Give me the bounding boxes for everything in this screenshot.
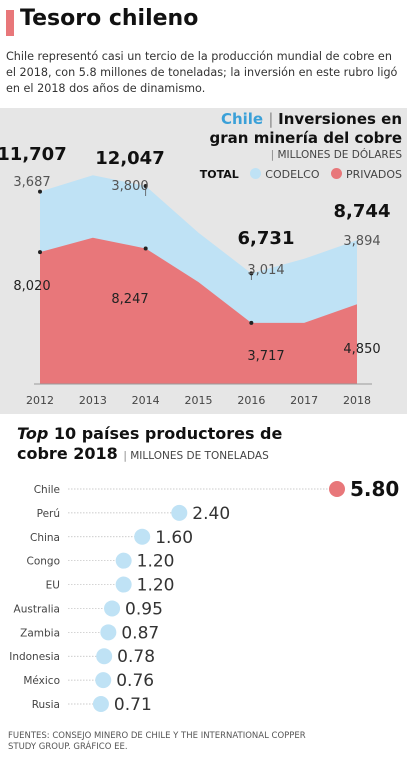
source-note: FUENTES: CONSEJO MINERO DE CHILE Y THE I… (8, 731, 306, 752)
area-chart-title-line1: Chile | Inversiones en (202, 110, 402, 128)
country-value-dot (100, 624, 117, 641)
country-value-dot (96, 648, 113, 665)
dot-chart-title-line1: Top 10 países productores de (17, 424, 282, 443)
unit-separator: | (123, 450, 131, 462)
legend-codelco-swatch (250, 168, 262, 179)
country-value-label: 0.78 (117, 647, 155, 667)
privados-value-label: 3,717 (247, 349, 284, 364)
country-label: China (30, 532, 60, 544)
dot-chart-title-line2: cobre 2018 | MILLONES DE TONELADAS (17, 444, 269, 463)
country-value-dot (115, 552, 132, 569)
dot-chart-unit-text: MILLONES DE TONELADAS (130, 450, 269, 462)
unit-separator: | (270, 149, 278, 161)
area-chart-title-line2: gran minería del cobre (209, 129, 402, 147)
x-tick-label: 2016 (237, 394, 265, 407)
title-separator: | (268, 110, 279, 128)
total-point-marker (143, 184, 148, 188)
x-tick-label: 2014 (132, 394, 160, 407)
country-value-dot (92, 696, 109, 712)
dot-chart-title-italic: Top (17, 424, 49, 443)
dot-chart-title-year: cobre 2018 (17, 444, 118, 463)
legend-codelco: CODELCO (265, 168, 320, 181)
x-tick-label: 2015 (185, 394, 213, 407)
country-label: Australia (14, 603, 60, 615)
country-value-dot (134, 528, 151, 545)
country-label: Indonesia (9, 651, 60, 663)
country-value-dot (95, 672, 112, 689)
country-label: Zambia (20, 627, 60, 639)
country-value-label: 0.95 (125, 599, 163, 619)
country-value-label: 5.80 (350, 477, 399, 501)
country-value-dot (104, 600, 121, 617)
privados-area (40, 237, 357, 384)
area-chart-legend: TOTAL CODELCO PRIVADOS (150, 168, 402, 181)
country-value-label: 0.71 (114, 695, 152, 715)
country-value-label: 1.20 (137, 576, 175, 596)
country-label: EU (46, 580, 60, 592)
privados-point-marker (38, 250, 42, 255)
country-label: Congo (27, 556, 61, 568)
total-point-marker (249, 271, 254, 276)
privados-value-label: 8,020 (13, 279, 50, 294)
area-chart-title-highlight: Chile (220, 110, 264, 128)
country-value-label: 0.76 (116, 671, 154, 691)
x-tick-label: 2017 (290, 394, 318, 407)
privados-value-label: 4,850 (343, 342, 380, 357)
total-value-label: 11,707 (0, 144, 67, 165)
page-subtitle: Chile representó casi un tercio de la pr… (6, 50, 398, 95)
country-value-label: 1.60 (155, 528, 193, 548)
total-value-label: 6,731 (238, 228, 295, 249)
country-label: Rusia (32, 699, 60, 711)
dot-chart-title-rest: 10 países productores de (48, 424, 283, 443)
x-tick-label: 2018 (343, 394, 371, 407)
privados-point-marker (249, 320, 254, 325)
legend-total: TOTAL (199, 168, 239, 181)
country-value-label: 2.40 (192, 504, 230, 524)
total-value-label: 8,744 (334, 201, 391, 222)
codelco-value-label: 3,687 (13, 175, 50, 190)
title-accent-bar (6, 10, 14, 36)
dot-chart-unit: | MILLONES DE TONELADAS (123, 450, 268, 462)
legend-privados: PRIVADOS (346, 168, 402, 181)
country-value-dot (171, 504, 188, 521)
x-tick-label: 2013 (79, 394, 107, 407)
codelco-value-label: 3,894 (343, 234, 380, 249)
codelco-value-label: 3,800 (111, 179, 148, 194)
country-value-dot (115, 576, 132, 593)
privados-value-label: 8,247 (111, 292, 148, 307)
x-tick-label: 2012 (26, 394, 54, 407)
country-label: Perú (37, 508, 60, 520)
codelco-value-label: 3,014 (247, 263, 284, 278)
country-label: Chile (34, 484, 60, 496)
area-chart-unit: | MILLONES DE DÓLARES (160, 149, 402, 161)
total-point-marker (38, 189, 42, 194)
total-value-label: 12,047 (95, 148, 164, 169)
legend-privados-swatch (331, 168, 343, 179)
country-value-label: 0.87 (121, 623, 159, 643)
area-chart-title-rest: Inversiones en (278, 110, 402, 128)
country-value-dot (329, 481, 345, 497)
privados-point-marker (143, 246, 148, 251)
country-value-label: 1.20 (137, 552, 175, 572)
area-chart-unit-text: MILLONES DE DÓLARES (277, 149, 402, 161)
country-label: México (23, 675, 60, 687)
page-title: Tesoro chileno (20, 6, 199, 31)
